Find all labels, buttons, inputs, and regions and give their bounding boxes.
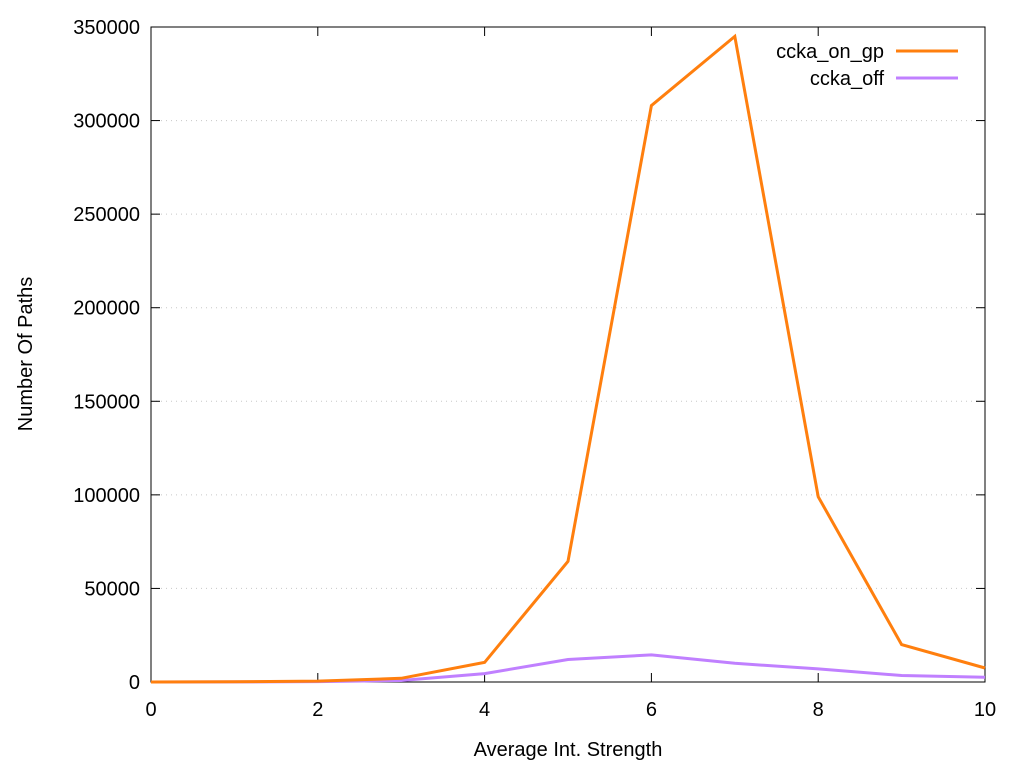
series-lines <box>150 33 986 684</box>
x-tick-label: 2 <box>312 699 323 721</box>
x-tick-label: 4 <box>479 699 490 721</box>
y-tick-label: 150000 <box>73 391 140 413</box>
y-tick-label: 300000 <box>73 111 140 133</box>
y-tick-label: 0 <box>129 672 140 694</box>
x-tick-label: 6 <box>646 699 657 721</box>
grid-lines <box>151 120 985 589</box>
y-tick-label: 50000 <box>84 578 140 600</box>
x-tick-label: 10 <box>974 699 996 721</box>
legend-label: ccka_on_gp <box>776 41 884 63</box>
y-tick-label: 100000 <box>73 485 140 507</box>
legend-label: ccka_off <box>810 68 885 90</box>
x-tick-label: 0 <box>145 699 156 721</box>
series-line-ccka-off <box>150 653 986 684</box>
x-axis-title: Average Int. Strength <box>474 739 663 761</box>
series-line-ccka-on-gp <box>150 33 986 684</box>
x-tick-label: 8 <box>813 699 824 721</box>
y-tick-label: 350000 <box>73 17 140 39</box>
axis-ticks: 0 50000 100000 150000 200000 250000 300000 3500… <box>73 17 996 721</box>
y-tick-label: 200000 <box>73 298 140 320</box>
legend: ccka_on_gp ccka_off <box>776 41 958 90</box>
y-tick-label: 250000 <box>73 204 140 226</box>
y-axis-title: Number Of Paths <box>15 277 37 432</box>
plot-frame <box>150 26 986 683</box>
